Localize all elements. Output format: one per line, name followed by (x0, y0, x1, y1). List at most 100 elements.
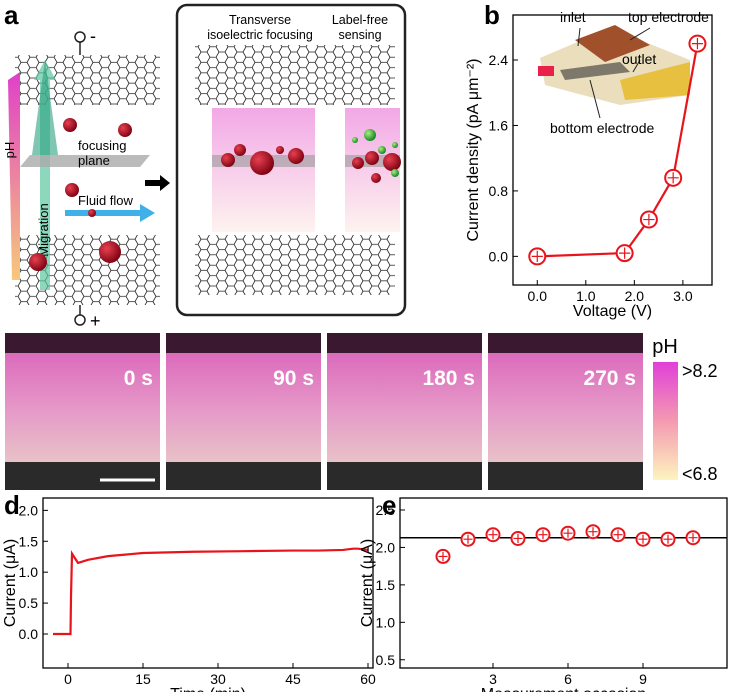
colorbar (653, 362, 678, 480)
x-tick-label: 60 (360, 671, 376, 687)
migration-arrow (32, 60, 58, 155)
marker-glyph (488, 530, 498, 540)
inset-box (175, 3, 407, 317)
annotation-arrow (632, 59, 641, 73)
plot-frame (399, 497, 728, 669)
dark-band (488, 462, 643, 490)
annotation: outlet (622, 51, 656, 67)
x-tick-label: 15 (135, 671, 151, 687)
marker-glyph (619, 247, 631, 259)
ph-label: pH (2, 142, 17, 159)
y-tick-label: 1.5 (376, 577, 396, 593)
schematic: - + pH Migration focusing plane Fluid flo… (2, 3, 407, 331)
time-label: 0 s (124, 367, 153, 390)
marker-glyph (538, 530, 548, 540)
flow-label: Fluid flow (78, 193, 134, 208)
y-tick-label: 2.4 (489, 52, 509, 68)
marker-glyph (513, 533, 523, 543)
terminal-sign: - (90, 26, 96, 46)
y-tick-label: 0.0 (489, 248, 509, 264)
colorbar-title: pH (652, 336, 678, 358)
dark-band (5, 462, 160, 490)
box-label: Label-free sensing (332, 13, 388, 42)
x-tick-label: 0 (64, 671, 72, 687)
marker-glyph (463, 534, 473, 544)
x-tick-label: 6 (564, 671, 572, 687)
marker-glyph (638, 534, 648, 544)
time-label: 90 s (273, 367, 314, 390)
migration-arrow (34, 60, 56, 290)
y-tick-label: 2.0 (376, 539, 396, 555)
focusing-plane (20, 155, 150, 167)
y-tick-label: 2.5 (376, 502, 396, 518)
migration-label: Migration (36, 203, 51, 256)
y-axis-label: Current (μA) (359, 539, 376, 627)
x-tick-label: 3.0 (673, 288, 693, 304)
terminal (74, 31, 86, 43)
device-photo (538, 25, 690, 105)
annotation: inlet (560, 9, 586, 25)
marker-glyph (563, 528, 573, 538)
data-line (53, 547, 369, 636)
marker-glyph (613, 530, 623, 540)
x-tick-label: 45 (285, 671, 301, 687)
annotation-arrow (589, 79, 601, 119)
x-tick-label: 3 (489, 671, 497, 687)
time-label: 270 s (583, 367, 636, 390)
x-axis-label: Measurement occasion (481, 686, 646, 692)
flow-arrow (65, 204, 155, 222)
marker-glyph (531, 250, 543, 262)
annotation-arrow (629, 27, 651, 41)
colorbar-label: <6.8 (682, 464, 718, 484)
plot-frame (512, 14, 713, 286)
annotation: top electrode (628, 9, 709, 25)
dark-band (166, 462, 321, 490)
dark-band (327, 462, 482, 490)
y-tick-label: 0.5 (376, 652, 396, 668)
y-tick-label: 0.0 (19, 626, 39, 642)
panel-label: a (4, 0, 19, 30)
panel-label: e (382, 490, 396, 520)
x-axis-label: Voltage (V) (573, 303, 652, 320)
plot-frame (42, 497, 374, 669)
y-tick-label: 1.6 (489, 117, 509, 133)
y-axis-label: Current (μA) (2, 539, 19, 627)
dark-band (166, 333, 321, 353)
panel-label: b (484, 0, 500, 30)
dark-band (327, 333, 482, 353)
arrow (145, 175, 170, 191)
marker-glyph (663, 534, 673, 544)
y-tick-label: 0.8 (489, 183, 509, 199)
y-tick-label: 2.0 (19, 502, 39, 518)
x-tick-label: 0.0 (528, 288, 548, 304)
marker-glyph (688, 533, 698, 543)
box-label: Transverse isoelectric focusing (207, 13, 313, 42)
x-tick-label: 9 (639, 671, 647, 687)
focusing-plane-label: focusing plane (78, 138, 126, 168)
x-tick-label: 2.0 (625, 288, 645, 304)
marker-glyph (643, 213, 655, 226)
marker-glyph (588, 527, 598, 537)
annotation: bottom electrode (550, 120, 654, 136)
colorbar-label: >8.2 (682, 361, 718, 381)
marker-glyph (691, 38, 704, 50)
x-axis-label: Time (min) (170, 686, 246, 692)
marker-glyph (438, 551, 448, 561)
y-tick-label: 1.0 (19, 564, 39, 580)
dark-band (5, 333, 160, 353)
time-label: 180 s (422, 367, 475, 390)
y-tick-label: 1.5 (19, 533, 39, 549)
y-axis-label: Current density (pA μm⁻²) (465, 58, 482, 241)
micrographs: 0 s 90 s 180 s 270 s pH >8.2 <6.8 (5, 333, 718, 490)
annotation-arrow (577, 27, 581, 47)
terminal (74, 314, 86, 326)
marker-glyph (667, 172, 679, 184)
terminal-sign: + (90, 311, 101, 331)
panel-label: d (4, 490, 20, 520)
y-tick-label: 0.5 (19, 595, 39, 611)
y-tick-label: 1.0 (376, 614, 396, 630)
x-tick-label: 1.0 (576, 288, 596, 304)
dark-band (488, 333, 643, 353)
